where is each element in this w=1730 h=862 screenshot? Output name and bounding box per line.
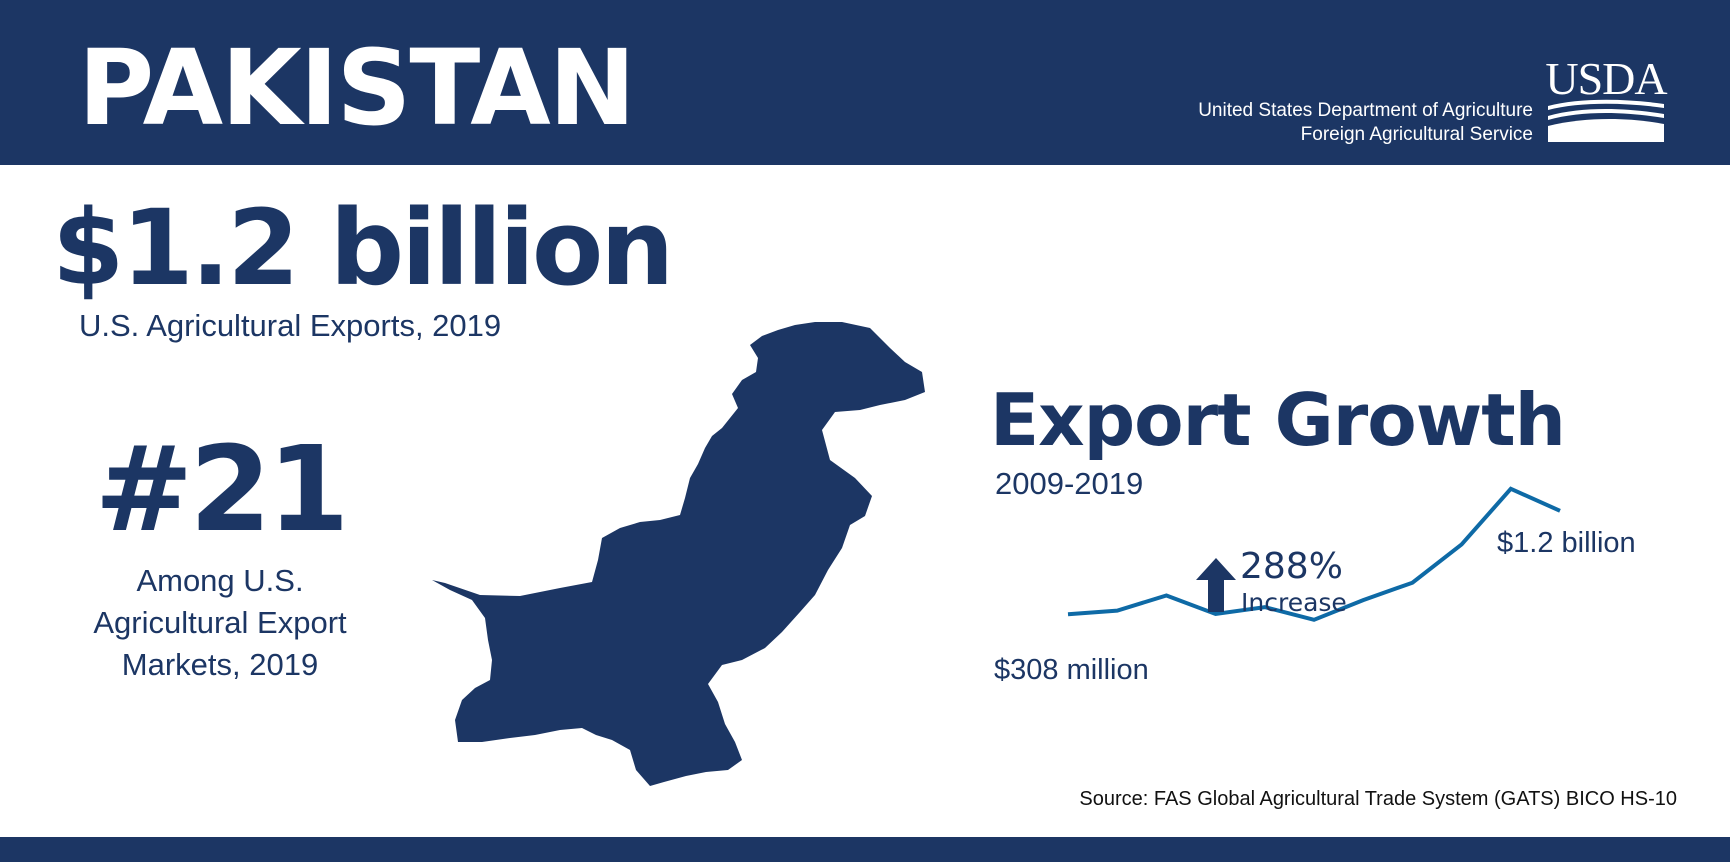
growth-title: Export Growth	[990, 378, 1566, 462]
usda-logo-text: USDA	[1545, 53, 1667, 104]
footer-bar	[0, 837, 1730, 862]
country-title: PAKISTAN	[78, 27, 636, 149]
usda-org-line1: United States Department of Agriculture	[1198, 100, 1533, 121]
source-note: Source: FAS Global Agricultural Trade Sy…	[1079, 788, 1677, 810]
exports-value: $1.2 billion	[52, 187, 674, 309]
increase-label: Increase	[1241, 588, 1347, 617]
up-arrow-icon	[1196, 558, 1236, 612]
usda-landscape-icon	[1548, 99, 1664, 142]
rank-block: #21 Among U.S. Agricultural Export Marke…	[60, 430, 380, 686]
header-banner: PAKISTAN United States Department of Agr…	[0, 0, 1730, 165]
pakistan-map-icon	[432, 322, 925, 786]
increase-percent: 288%	[1240, 546, 1343, 587]
growth-period: 2009-2019	[995, 466, 1144, 501]
chart-end-label: $1.2 billion	[1497, 527, 1636, 559]
usda-org-line2: Foreign Agricultural Service	[1300, 124, 1533, 145]
exports-label: U.S. Agricultural Exports, 2019	[79, 308, 502, 343]
rank-value: #21	[94, 420, 349, 558]
usda-logo: USDA	[1545, 53, 1668, 142]
chart-start-label: $308 million	[994, 654, 1149, 686]
usda-org-name: United States Department of Agriculture …	[1198, 99, 1533, 147]
rank-label-line1: Among U.S.	[136, 563, 304, 598]
rank-label: Among U.S. Agricultural Export Markets, …	[60, 560, 380, 686]
export-growth-line-chart	[1067, 486, 1561, 622]
rank-label-line3: Markets, 2019	[121, 647, 319, 682]
rank-label-line2: Agricultural Export	[93, 605, 347, 640]
